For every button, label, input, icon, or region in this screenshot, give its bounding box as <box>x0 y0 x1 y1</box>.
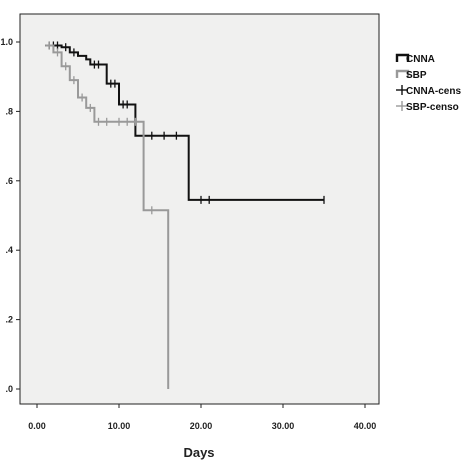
y-tick-label: 1.0 <box>0 37 13 47</box>
x-tick-label: 30.00 <box>272 421 295 431</box>
x-axis-title: Days <box>183 445 214 460</box>
survival-curves <box>45 41 325 389</box>
legend-label: SBP-censo <box>406 102 459 113</box>
legend-item: SBP-censo <box>396 101 459 113</box>
legend-item: SBP <box>395 69 427 81</box>
legend-label: SBP <box>406 70 427 81</box>
plot-area <box>19 13 380 405</box>
x-tick-label: 20.00 <box>190 421 213 431</box>
legend: CNNA SBP CNNA-cens SBP-censo <box>395 53 461 113</box>
y-tick-label: .6 <box>5 176 13 186</box>
y-tick-label: .2 <box>5 315 13 325</box>
x-tick-label: 40.00 <box>354 421 377 431</box>
legend-label: CNNA-cens <box>406 86 461 97</box>
x-tick-label: 10.00 <box>108 421 131 431</box>
y-tick-label: .0 <box>5 384 13 394</box>
series-sbp <box>45 41 170 389</box>
legend-swatch <box>395 53 410 62</box>
x-tick-label: 0.00 <box>28 421 46 431</box>
legend-label: CNNA <box>406 54 435 65</box>
legend-swatch <box>395 69 410 78</box>
y-tick-label: .4 <box>5 245 13 255</box>
legend-item: CNNA <box>395 53 435 65</box>
axis-ticks: 0.00 10.00 20.00 30.00 40.00 .0 .2 .4 .6 .8 1.0 <box>0 37 376 431</box>
y-tick-label: .8 <box>5 106 13 116</box>
survival-line-cnna <box>45 44 324 201</box>
survival-line-sbp <box>45 44 170 389</box>
legend-item: CNNA-cens <box>396 85 461 97</box>
